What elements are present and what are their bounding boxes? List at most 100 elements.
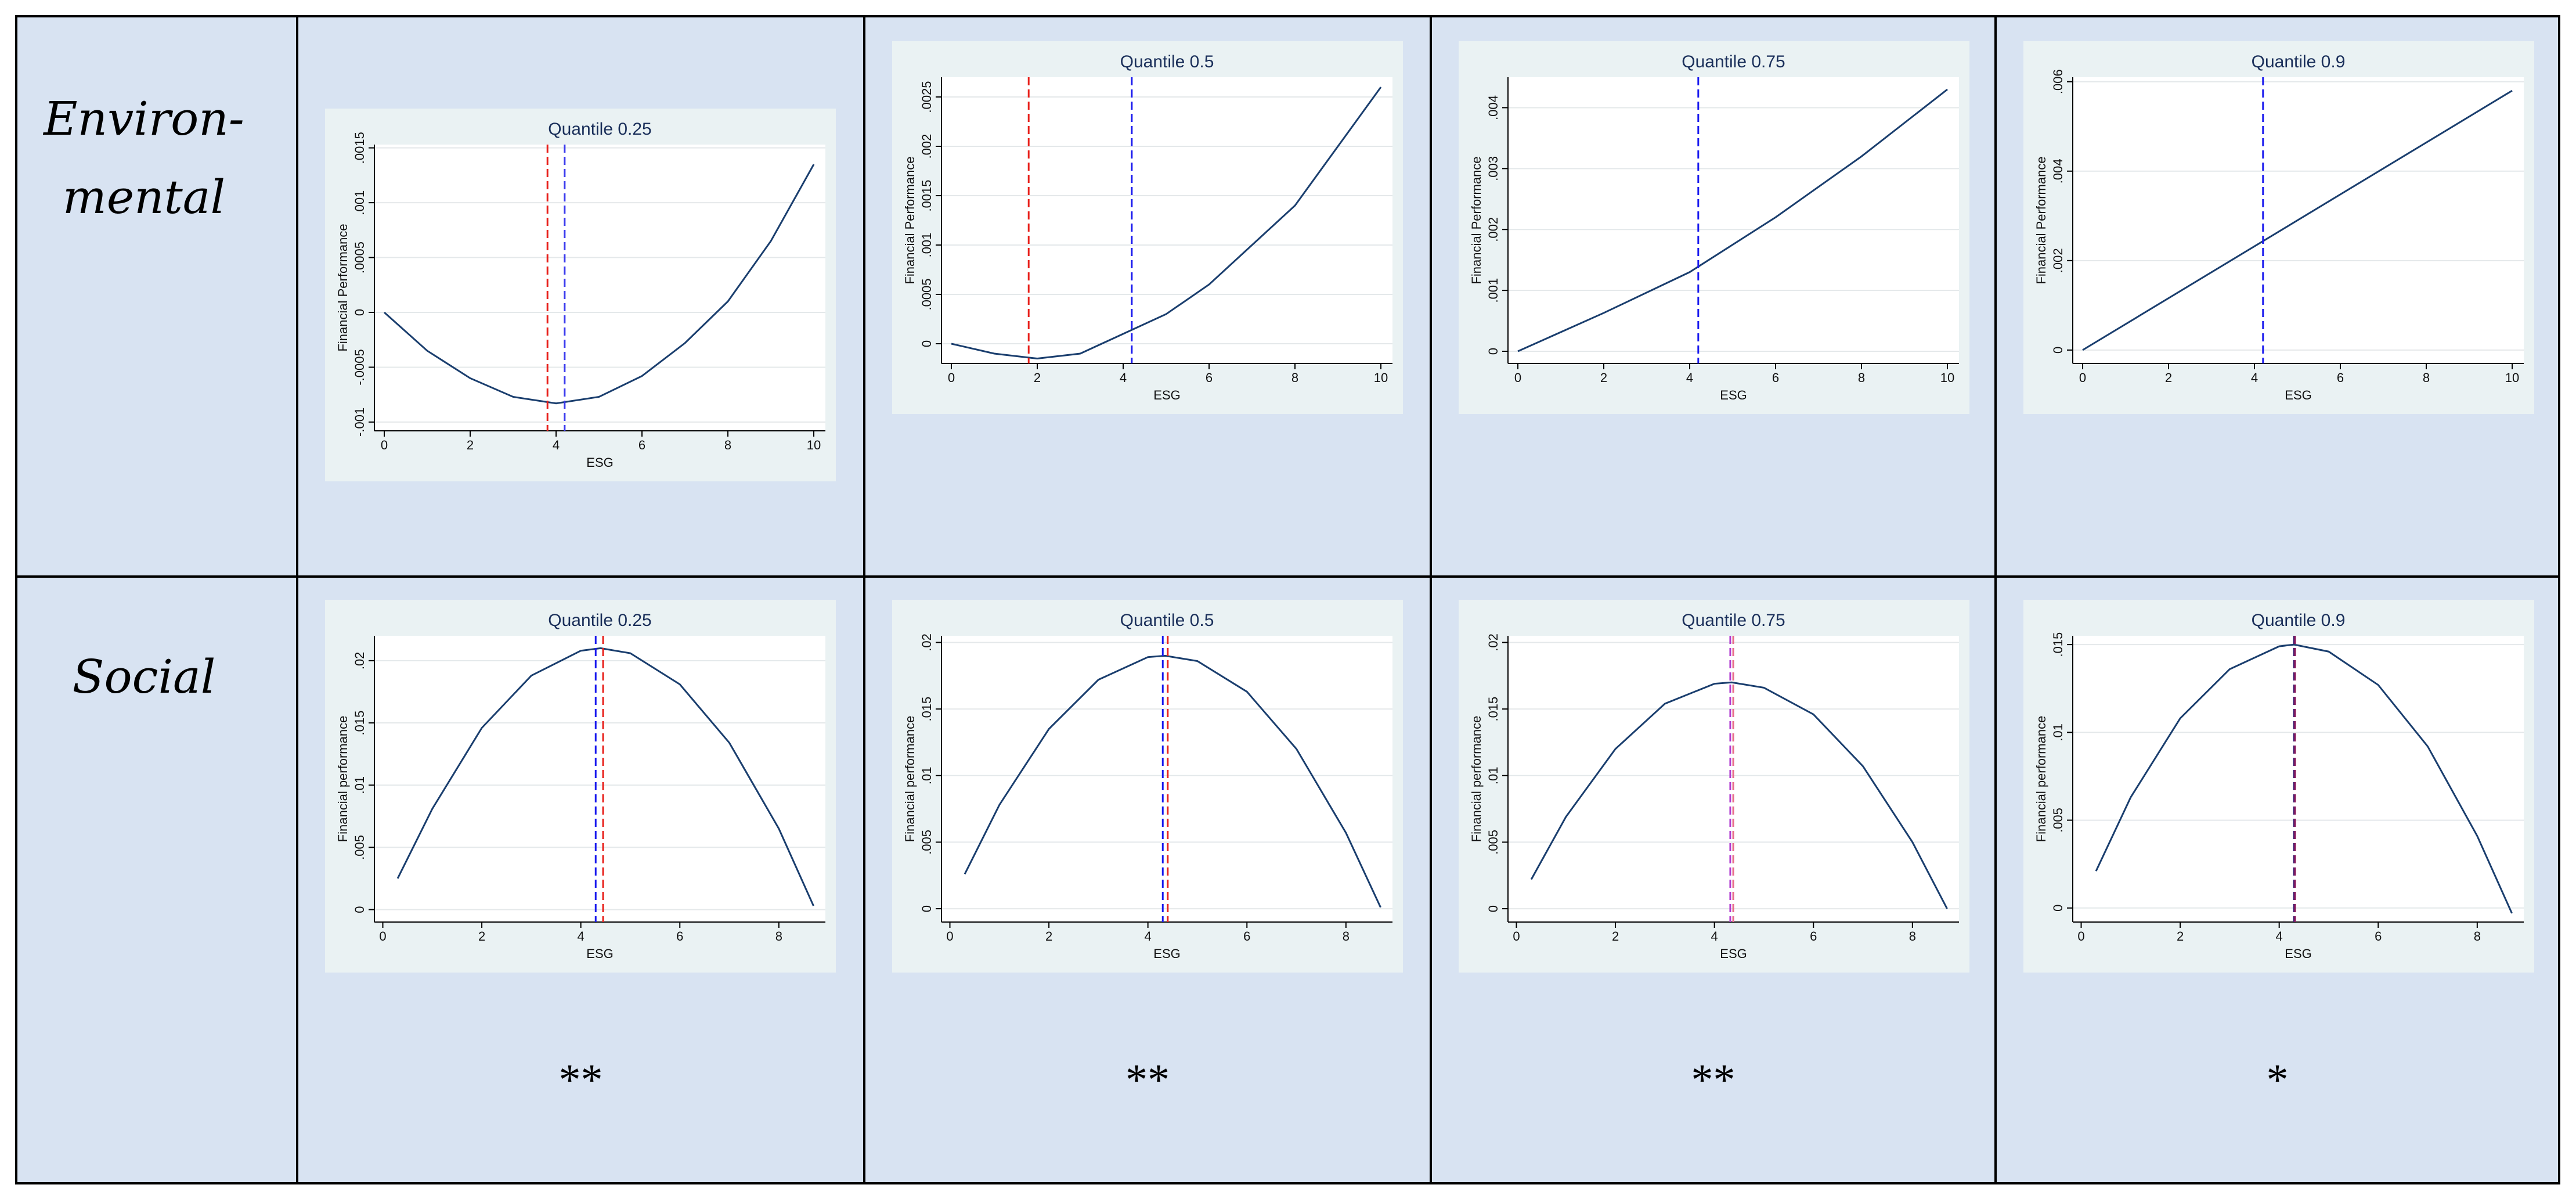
x-tick-label: 2: [478, 929, 485, 944]
y-tick-label: .0015: [919, 179, 934, 211]
y-tick-label: 0: [1486, 348, 1500, 355]
significance-stars: **: [1125, 1056, 1170, 1104]
y-tick-label: .0015: [352, 132, 367, 164]
plot-area: [374, 636, 825, 922]
x-axis-title: ESG: [1720, 946, 1747, 961]
y-tick-label: .015: [1486, 697, 1500, 722]
chart-title: Quantile 0.5: [1120, 611, 1214, 630]
y-tick-label: -.0005: [352, 349, 367, 385]
x-tick-label: 4: [1120, 370, 1127, 385]
x-axis-title: ESG: [1153, 946, 1180, 961]
x-tick-label: 4: [2251, 370, 2258, 385]
chart-panel: 0 .0005 .001 .0015 .002 .0025 0 2 4 6 8 10 Quantile …: [892, 41, 1403, 414]
x-tick-label: 4: [2276, 929, 2283, 944]
y-tick-label: .001: [352, 190, 367, 215]
y-axis-title: Financial Performance: [335, 224, 350, 351]
y-tick-label: .005: [919, 830, 934, 855]
plot-area: [1508, 77, 1959, 363]
chart-panel: 0 .002 .004 .006 0 2 4 6 8 10 Quantile 0.9 ESG Finan…: [2023, 41, 2534, 414]
y-axis-title: Financial performance: [1469, 716, 1484, 842]
y-tick-label: .0005: [919, 278, 934, 310]
y-tick-label: .02: [919, 633, 934, 651]
x-tick-label: 6: [2337, 370, 2344, 385]
curve: [1517, 88, 1948, 352]
x-tick-label: 6: [1243, 929, 1250, 944]
y-tick-label: 0: [919, 340, 934, 347]
chart-title: Quantile 0.25: [548, 611, 651, 630]
x-tick-label: 6: [1772, 370, 1779, 385]
y-axis-title: Financial performance: [335, 716, 350, 842]
x-tick-label: 6: [1206, 370, 1213, 385]
x-tick-label: 2: [1612, 929, 1619, 944]
x-tick-label: 8: [2423, 370, 2430, 385]
x-tick-label: 6: [676, 929, 683, 944]
x-tick-label: 0: [1514, 370, 1521, 385]
chart-title: Quantile 0.5: [1120, 52, 1214, 71]
y-tick-label: 0: [1486, 905, 1500, 912]
x-tick-label: 6: [638, 438, 645, 452]
chart-title: Quantile 0.9: [2252, 52, 2346, 71]
chart-title: Quantile 0.75: [1682, 611, 1785, 630]
chart-panel: 0 .001 .002 .003 .004 0 2 4 6 8 10 Quantile 0.75 ESG…: [1459, 41, 1969, 414]
y-tick-label: .005: [352, 835, 367, 860]
significance-stars: **: [1691, 1056, 1736, 1104]
plot-area: [941, 77, 1392, 363]
x-tick-label: 2: [467, 438, 474, 452]
x-tick-label: 0: [2077, 929, 2084, 944]
x-tick-label: 0: [379, 929, 386, 944]
y-tick-label: 0: [2051, 905, 2065, 912]
x-axis-title: ESG: [2285, 946, 2311, 961]
x-axis-title: ESG: [1153, 388, 1180, 402]
x-tick-label: 8: [1343, 929, 1350, 944]
x-tick-label: 10: [1374, 370, 1388, 385]
x-tick-label: 6: [2375, 929, 2382, 944]
x-tick-label: 6: [1810, 929, 1817, 944]
x-tick-label: 4: [1711, 929, 1718, 944]
x-tick-label: 0: [381, 438, 388, 452]
chart-panel: -.001 -.0005 0 .0005 .001 .0015 0 2 4 6 8 10 Quantil…: [325, 109, 836, 481]
y-tick-label: .015: [2051, 632, 2065, 657]
y-tick-label: 0: [352, 906, 367, 913]
x-tick-label: 0: [946, 929, 953, 944]
x-tick-label: 4: [553, 438, 560, 452]
chart-panel: 0 .005 .01 .015 .02 0 2 4 6 8 Quantile 0.75 ESG Fina…: [1459, 600, 1969, 973]
curve: [964, 654, 1381, 908]
x-axis-title: ESG: [1720, 388, 1747, 402]
x-tick-label: 8: [2474, 929, 2481, 944]
x-axis-title: ESG: [2285, 388, 2311, 402]
x-tick-label: 2: [2177, 929, 2184, 944]
y-axis-title: Financial Performance: [2034, 156, 2048, 284]
y-axis-title: Financial performance: [2034, 716, 2048, 842]
chart-title: Quantile 0.75: [1682, 52, 1785, 71]
y-tick-label: .01: [2051, 723, 2065, 741]
significance-stars: **: [559, 1056, 603, 1104]
y-axis-title: Financial Performance: [1469, 156, 1484, 284]
x-tick-label: 2: [1045, 929, 1052, 944]
y-tick-label: .001: [1486, 278, 1500, 303]
x-tick-label: 4: [578, 929, 585, 944]
chart-panel: 0 .005 .01 .015 .02 0 2 4 6 8 Quantile 0.5 ESG Finan…: [892, 600, 1403, 973]
x-tick-label: 2: [1034, 370, 1041, 385]
curve: [951, 87, 1382, 360]
curve: [396, 647, 814, 906]
chart-panel: 0 .005 .01 .015 0 2 4 6 8 Quantile 0.9 ESG Financia…: [2023, 600, 2534, 973]
y-tick-label: .02: [352, 652, 367, 670]
y-tick-label: .0025: [919, 81, 934, 113]
x-tick-label: 8: [1909, 929, 1916, 944]
y-tick-label: .002: [919, 134, 934, 159]
chart-title: Quantile 0.9: [2252, 611, 2346, 630]
x-tick-label: 2: [1600, 370, 1607, 385]
y-tick-label: .002: [2051, 248, 2065, 273]
x-tick-label: 4: [1686, 370, 1693, 385]
x-tick-label: 8: [1291, 370, 1298, 385]
y-tick-label: .02: [1486, 633, 1500, 651]
curve: [384, 164, 815, 405]
curve: [2082, 89, 2513, 351]
y-tick-label: .0005: [352, 242, 367, 273]
x-tick-label: 8: [775, 929, 782, 944]
y-tick-label: .003: [1486, 156, 1500, 181]
x-tick-label: 8: [1858, 370, 1865, 385]
y-tick-label: .001: [919, 233, 934, 258]
